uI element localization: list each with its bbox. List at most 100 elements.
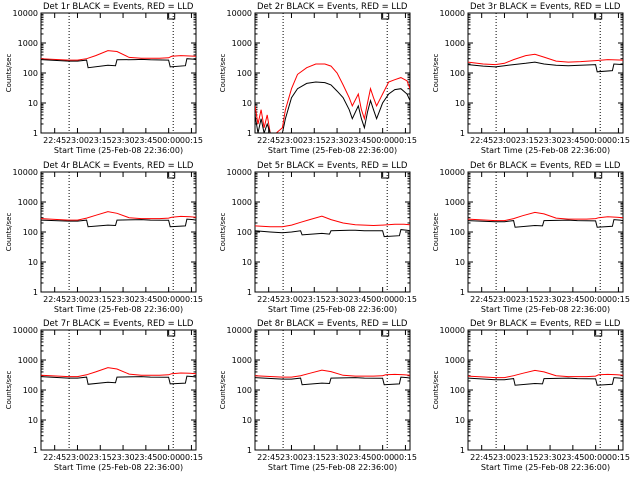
y-tick-label: 1 xyxy=(460,446,465,455)
x-tick-label: 23:15 xyxy=(303,136,326,145)
x-tick-label: 23:45 xyxy=(561,453,584,462)
y-tick-label: 1000 xyxy=(232,198,252,207)
x-tick-label: 23:30 xyxy=(326,136,349,145)
panel-title: Det 4r BLACK = Events, RED = LLD xyxy=(43,161,194,171)
series-line-lld xyxy=(41,367,196,378)
panel-title: Det 9r BLACK = Events, RED = LLD xyxy=(470,319,621,329)
x-axis-label: Start Time (25-Feb-08 22:36:00) xyxy=(268,146,397,155)
series-line-events xyxy=(255,376,410,386)
series-line-lld xyxy=(468,53,623,66)
y-tick-label: 100 xyxy=(23,69,38,78)
panel-title: Det 8r BLACK = Events, RED = LLD xyxy=(257,319,408,329)
y-tick-label: 10000 xyxy=(13,168,38,177)
y-tick-label: 10000 xyxy=(227,9,252,18)
series-line-events xyxy=(468,377,623,386)
panel-title: Det 7r BLACK = Events, RED = LLD xyxy=(43,319,194,329)
interval-marker xyxy=(381,171,390,179)
y-tick-label: 100 xyxy=(237,386,252,395)
x-tick-label: 22:45 xyxy=(257,136,280,145)
y-tick-label: 1 xyxy=(247,129,252,138)
x-tick-label: 23:15 xyxy=(89,453,112,462)
series-line-lld xyxy=(255,63,410,133)
x-axis-label: Start Time (25-Feb-08 22:36:00) xyxy=(54,463,183,472)
x-tick-label: 23:00 xyxy=(280,453,303,462)
y-axis-label: Counts/sec xyxy=(432,371,440,410)
y-tick-label: 100 xyxy=(23,386,38,395)
x-tick-label: 00:15 xyxy=(180,295,203,304)
x-tick-label: 23:30 xyxy=(539,295,562,304)
y-tick-label: 1 xyxy=(247,446,252,455)
x-tick-label: 23:45 xyxy=(134,453,157,462)
x-tick-label: 23:45 xyxy=(348,295,371,304)
x-tick-label: 00:15 xyxy=(394,295,417,304)
panel-det-4: Det 4r BLACK = Events, RED = LLD 1 10 100 10… xyxy=(5,161,203,314)
x-tick-label: 23:15 xyxy=(303,295,326,304)
y-tick-label: 1 xyxy=(460,129,465,138)
x-axis-label: Start Time (25-Feb-08 22:36:00) xyxy=(481,463,610,472)
x-tick-label: 00:15 xyxy=(607,453,630,462)
series-line-lld xyxy=(468,369,623,379)
y-tick-label: 100 xyxy=(237,228,252,237)
x-tick-label: 00:15 xyxy=(394,453,417,462)
y-axis-label: Counts/sec xyxy=(5,371,13,410)
series-line-events xyxy=(41,58,196,69)
x-tick-label: 00:00 xyxy=(584,136,607,145)
y-tick-label: 10 xyxy=(28,99,38,108)
y-tick-label: 1000 xyxy=(18,198,38,207)
x-tick-label: 23:15 xyxy=(516,453,539,462)
x-tick-label: 00:15 xyxy=(607,136,630,145)
x-tick-label: 00:00 xyxy=(371,136,394,145)
y-axis-label: Counts/sec xyxy=(432,54,440,93)
y-tick-label: 100 xyxy=(450,69,465,78)
panel-det-5: Det 5r BLACK = Events, RED = LLD 1 10 100 10… xyxy=(219,161,417,314)
x-tick-label: 00:00 xyxy=(157,295,180,304)
series-line-lld xyxy=(255,215,410,228)
x-tick-label: 00:00 xyxy=(584,295,607,304)
x-tick-label: 23:15 xyxy=(89,136,112,145)
x-tick-label: 23:00 xyxy=(66,295,89,304)
y-tick-label: 100 xyxy=(237,69,252,78)
x-tick-label: 22:45 xyxy=(470,136,493,145)
x-tick-label: 23:30 xyxy=(112,295,135,304)
x-tick-label: 22:45 xyxy=(43,295,66,304)
y-tick-label: 1000 xyxy=(18,39,38,48)
x-tick-label: 23:15 xyxy=(89,295,112,304)
y-tick-label: 10000 xyxy=(440,326,465,335)
y-tick-label: 10 xyxy=(242,416,252,425)
x-tick-label: 00:00 xyxy=(371,453,394,462)
y-tick-label: 10 xyxy=(28,416,38,425)
y-tick-label: 10 xyxy=(242,258,252,267)
y-tick-label: 1 xyxy=(460,288,465,297)
series-line-lld xyxy=(41,211,196,221)
x-tick-label: 22:45 xyxy=(257,295,280,304)
x-axis-label: Start Time (25-Feb-08 22:36:00) xyxy=(54,146,183,155)
x-axis-label: Start Time (25-Feb-08 22:36:00) xyxy=(268,305,397,314)
x-tick-label: 23:45 xyxy=(561,136,584,145)
y-tick-label: 100 xyxy=(23,228,38,237)
x-tick-label: 22:45 xyxy=(43,453,66,462)
series-line-events xyxy=(41,375,196,385)
panel-det-3: Det 3r BLACK = Events, RED = LLD 1 10 100 10… xyxy=(432,2,630,155)
interval-marker xyxy=(167,12,176,20)
x-tick-label: 00:00 xyxy=(157,136,180,145)
x-tick-label: 23:15 xyxy=(516,295,539,304)
x-tick-label: 00:00 xyxy=(584,453,607,462)
y-tick-label: 10000 xyxy=(13,9,38,18)
panel-title: Det 3r BLACK = Events, RED = LLD xyxy=(470,2,621,12)
x-tick-label: 23:00 xyxy=(493,453,516,462)
series-line-lld xyxy=(41,50,196,61)
y-tick-label: 10000 xyxy=(227,168,252,177)
x-tick-label: 23:30 xyxy=(326,453,349,462)
x-tick-label: 23:00 xyxy=(280,136,303,145)
y-tick-label: 100 xyxy=(450,228,465,237)
panel-title: Det 1r BLACK = Events, RED = LLD xyxy=(43,2,194,12)
x-tick-label: 00:15 xyxy=(394,136,417,145)
y-tick-label: 10 xyxy=(455,416,465,425)
x-tick-label: 23:15 xyxy=(303,453,326,462)
panel-det-9: Det 9r BLACK = Events, RED = LLD 1 10 100 10… xyxy=(432,319,630,472)
x-tick-label: 00:00 xyxy=(371,295,394,304)
y-tick-label: 10 xyxy=(28,258,38,267)
y-tick-label: 1000 xyxy=(445,39,465,48)
y-tick-label: 1 xyxy=(33,288,38,297)
